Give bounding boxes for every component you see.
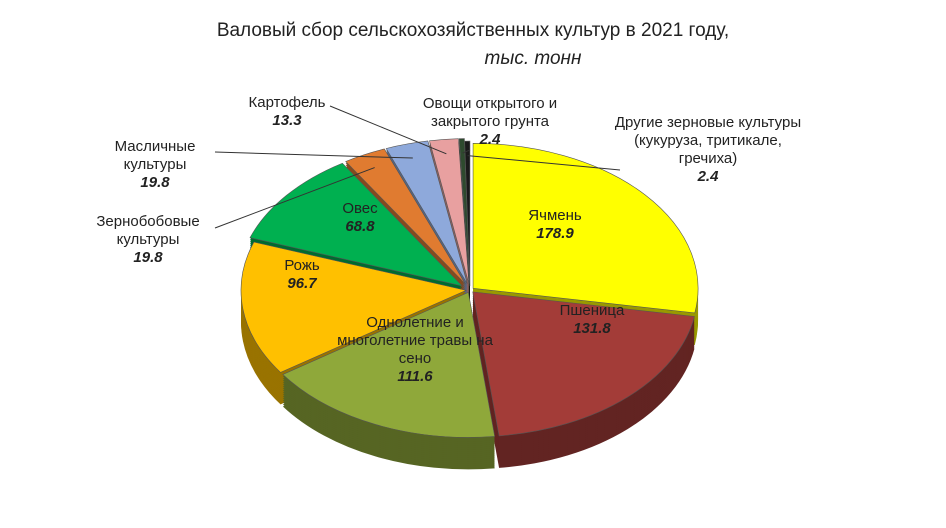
value-label: 96.7 xyxy=(287,275,317,292)
category-label: Картофель xyxy=(248,94,326,111)
slice-label: Овес 68.8 xyxy=(320,200,400,236)
value-label: 68.8 xyxy=(345,218,375,235)
category-label: Масличные культуры xyxy=(114,138,196,173)
slice xyxy=(458,138,470,284)
slice xyxy=(345,148,466,285)
category-label: Однолетние и многолетние травы на сено xyxy=(337,314,493,367)
slice-label: Овощи открытого и закрытого грунта 2.4 xyxy=(400,95,580,149)
slice xyxy=(429,138,470,284)
leader-line xyxy=(214,167,375,229)
value-label: 2.4 xyxy=(697,168,719,185)
slice-label: Зернобобовые культуры 19.8 xyxy=(78,213,218,267)
slice xyxy=(464,140,471,287)
slice xyxy=(385,140,468,284)
slice xyxy=(282,291,496,438)
leader-line xyxy=(214,151,413,159)
value-label: 111.6 xyxy=(397,368,433,385)
value-label: 13.3 xyxy=(272,112,302,129)
slice xyxy=(240,241,467,373)
value-label: 2.4 xyxy=(479,131,501,148)
category-label: Овощи открытого и закрытого грунта xyxy=(422,95,558,130)
value-label: 131.8 xyxy=(573,320,611,337)
leader-line xyxy=(329,105,447,155)
value-label: 19.8 xyxy=(140,174,170,191)
category-label: Овес xyxy=(342,200,378,217)
slice-label: Картофель 13.3 xyxy=(227,94,347,130)
slice-label: Другие зерновые культуры (кукуруза, трит… xyxy=(613,114,803,186)
value-label: 19.8 xyxy=(133,249,163,266)
slice-label: Рожь 96.7 xyxy=(252,257,352,293)
category-label: Ячмень xyxy=(528,207,582,224)
leader-line xyxy=(462,149,471,154)
chart-subtitle: тыс. тонн xyxy=(484,48,582,69)
leader-line xyxy=(467,155,621,171)
category-label: Другие зерновые культуры (кукуруза, трит… xyxy=(614,114,802,167)
category-label: Рожь xyxy=(284,257,320,274)
category-label: Зернобобовые культуры xyxy=(96,213,200,248)
category-label: Пшеница xyxy=(559,302,625,319)
slice-side xyxy=(459,144,470,290)
slice-label: Пшеница 131.8 xyxy=(532,302,652,338)
slice xyxy=(249,162,464,287)
slice xyxy=(472,291,695,437)
chart-title: Валовый сбор сельскохозяйственных культу… xyxy=(216,20,730,41)
slice-label: Ячмень 178.9 xyxy=(495,207,615,243)
slice-label: Однолетние и многолетние травы на сено 11… xyxy=(330,314,500,386)
slice xyxy=(472,143,699,314)
value-label: 178.9 xyxy=(536,225,574,242)
slice-label: Масличные культуры 19.8 xyxy=(85,138,225,192)
